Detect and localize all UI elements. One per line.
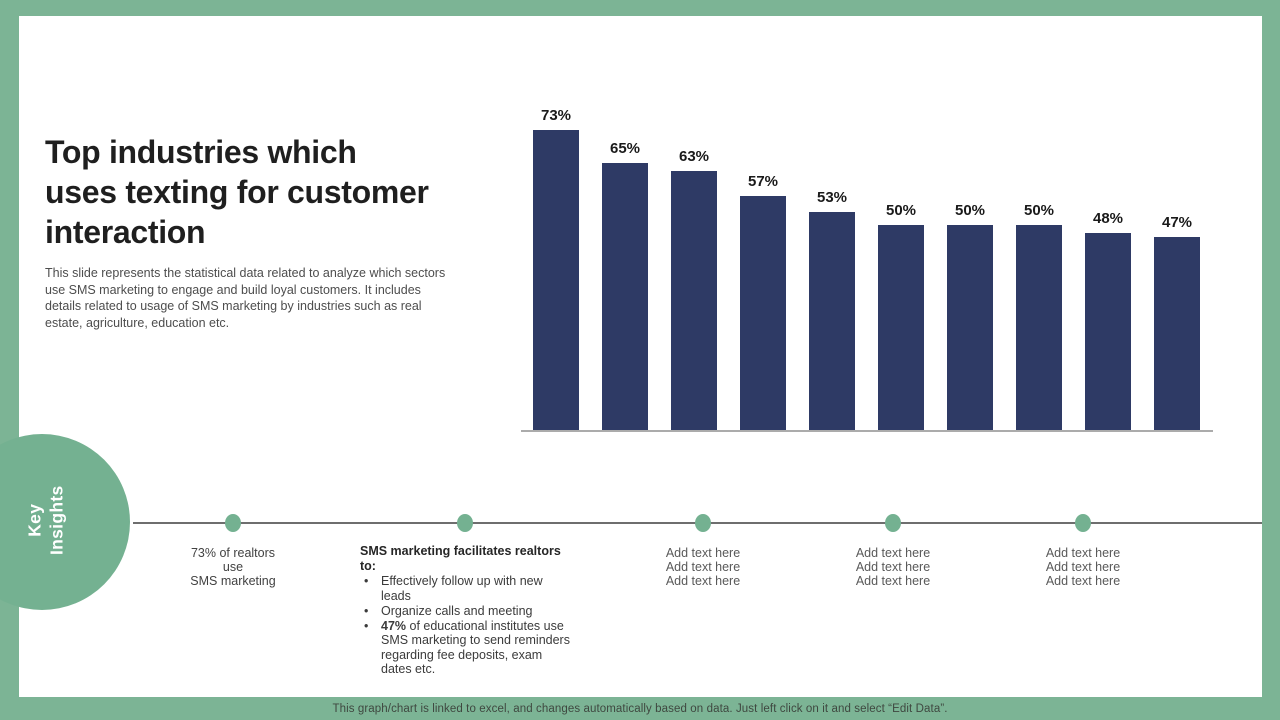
timeline-dot <box>1075 514 1091 532</box>
bullet-icon: • <box>364 574 369 588</box>
bar-column: 57% <box>740 173 786 430</box>
bar-chart-bars: 73% 65% 63% 57% 53% 50% 50% 50% 48% 47% <box>522 100 1214 430</box>
bar-value-label: 57% <box>747 173 779 190</box>
bar <box>740 196 786 430</box>
bar-value-label: 63% <box>678 148 710 165</box>
bar-column: 50% <box>878 202 924 430</box>
footer-note: This graph/chart is linked to excel, and… <box>332 702 948 715</box>
bar-value-label: 47% <box>1161 214 1193 231</box>
insight-heading: SMS marketing facilitates realtors to: <box>360 544 561 573</box>
bar <box>533 130 579 430</box>
bar-value-label: 50% <box>954 202 986 219</box>
insight-line: SMS marketing <box>190 574 276 588</box>
bar-column: 53% <box>809 189 855 430</box>
bar <box>1154 237 1200 430</box>
bar <box>878 225 924 430</box>
bullet-icon: • <box>364 618 369 633</box>
bar <box>671 171 717 430</box>
bar-value-label: 53% <box>816 189 848 206</box>
text-placeholder[interactable]: Add text here Add text here Add text her… <box>855 546 931 588</box>
insight-line: 73% of realtors <box>190 546 276 560</box>
bar <box>809 212 855 430</box>
bar-column: 48% <box>1085 210 1131 430</box>
timeline-dot <box>885 514 901 532</box>
footer-bar: This graph/chart is linked to excel, and… <box>0 697 1280 720</box>
insight-column-1: 73% of realtors use SMS marketing <box>148 546 318 588</box>
bullet-item: • 47% of educational institutes use SMS … <box>360 619 574 677</box>
bar-column: 63% <box>671 148 717 430</box>
timeline-dot <box>225 514 241 532</box>
bar-value-label: 73% <box>540 107 572 124</box>
bullet-item: • Effectively follow up with new leads <box>360 574 574 603</box>
bar-value-label: 50% <box>885 202 917 219</box>
bullet-item: • Organize calls and meeting <box>360 604 574 619</box>
text-placeholder[interactable]: Add text here Add text here Add text her… <box>665 546 741 588</box>
text-placeholder[interactable]: Add text here Add text here Add text her… <box>1045 546 1121 588</box>
chart-x-axis-line <box>521 430 1213 432</box>
bar-column: 50% <box>1016 202 1062 430</box>
key-insights-label: Key Insights <box>24 485 67 556</box>
timeline-dot <box>695 514 711 532</box>
bar-column: 73% <box>533 107 579 430</box>
bar-column: 65% <box>602 140 648 430</box>
bar-value-label: 48% <box>1092 210 1124 227</box>
timeline-dot <box>457 514 473 532</box>
insight-column-2: SMS marketing facilitates realtors to: •… <box>360 544 574 677</box>
bar <box>947 225 993 430</box>
page-title: Top industries which uses texting for cu… <box>45 134 429 250</box>
bar <box>1016 225 1062 430</box>
bar <box>602 163 648 430</box>
bar-value-label: 50% <box>1023 202 1055 219</box>
bullet-icon: • <box>364 603 369 618</box>
bar-column: 47% <box>1154 214 1200 430</box>
bar-column: 50% <box>947 202 993 430</box>
bar <box>1085 233 1131 430</box>
bar-value-label: 65% <box>609 140 641 157</box>
bar-chart[interactable]: 73% 65% 63% 57% 53% 50% 50% 50% 48% 47% <box>521 100 1214 432</box>
insight-line: use <box>222 560 244 574</box>
slide-description: This slide represents the statistical da… <box>45 266 446 330</box>
